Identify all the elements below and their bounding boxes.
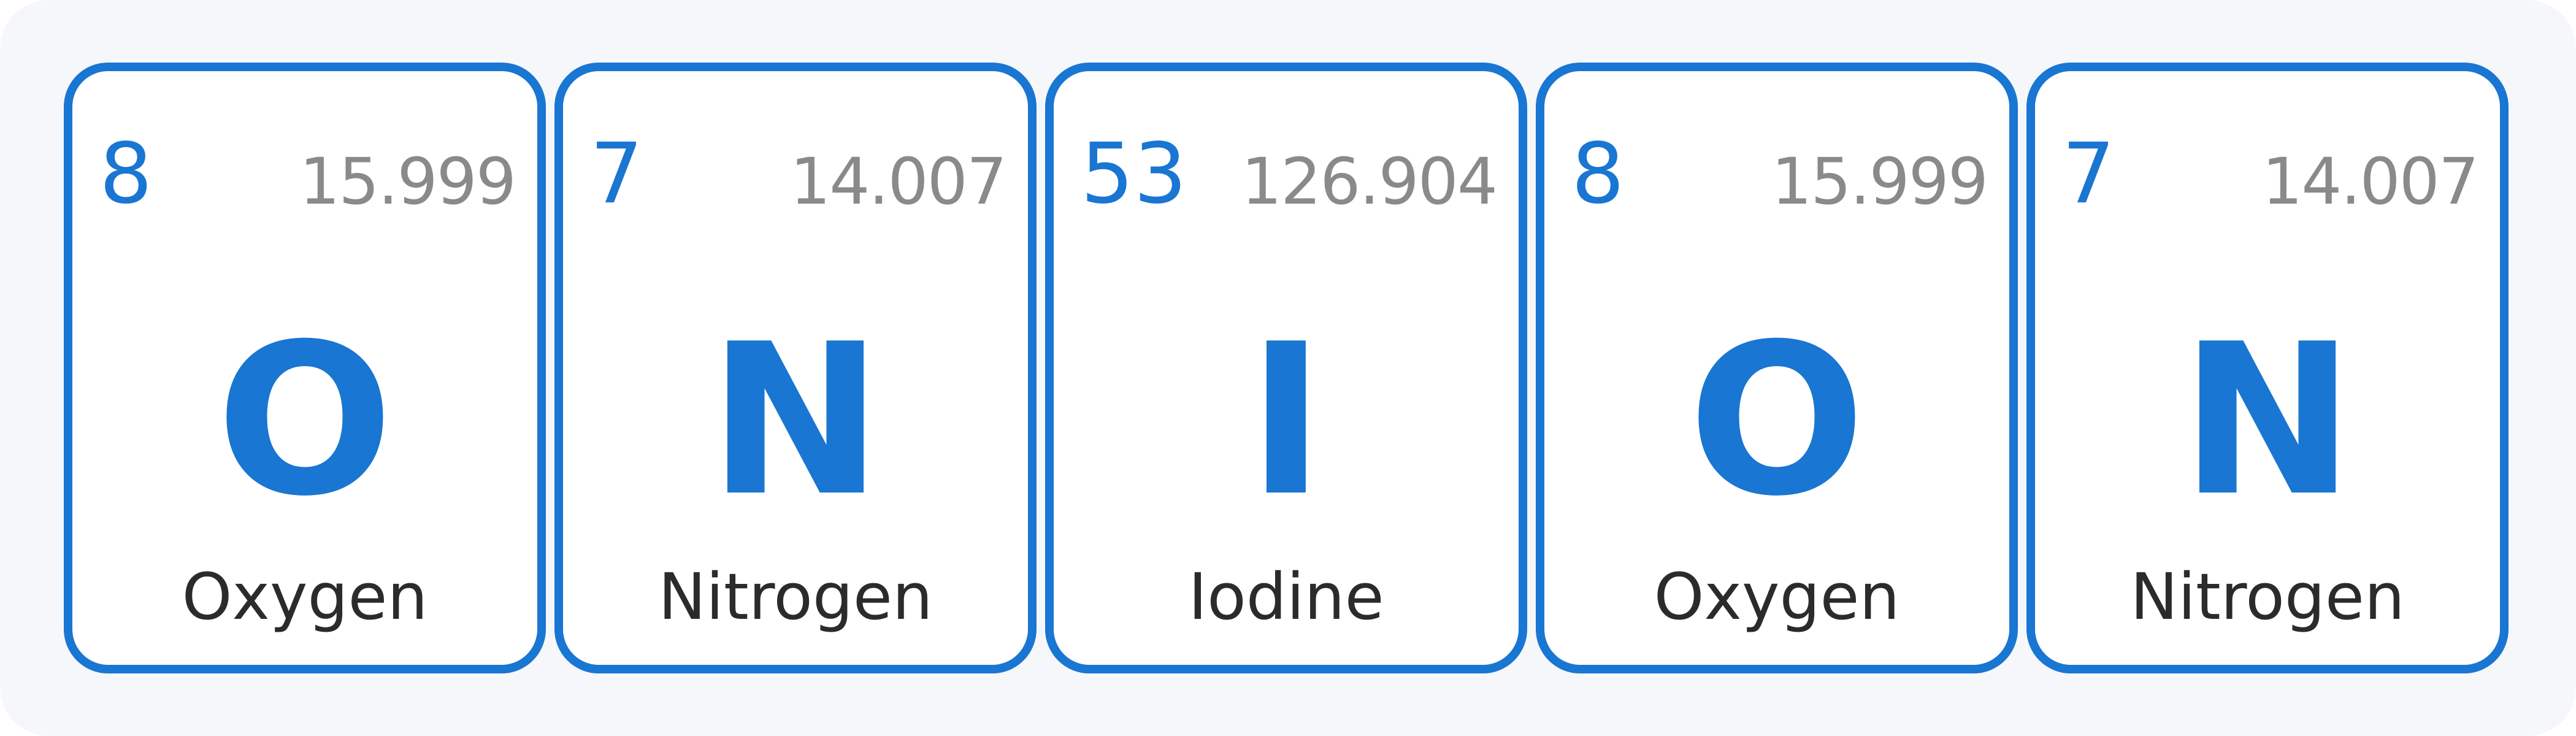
atomic-number: 53 — [1081, 126, 1187, 223]
element-symbol: I — [1247, 299, 1325, 542]
atomic-mass: 14.007 — [790, 144, 1007, 219]
element-name: Iodine — [1188, 559, 1384, 634]
element-symbol: O — [216, 299, 394, 542]
atomic-mass: 15.999 — [299, 144, 516, 219]
atomic-mass: 15.999 — [1771, 144, 1988, 219]
element-tile-oxygen: 8 15.999 O Oxygen — [64, 63, 546, 673]
atomic-mass: 126.904 — [1241, 144, 1498, 219]
atomic-number: 8 — [1571, 126, 1625, 223]
atomic-mass: 14.007 — [2262, 144, 2479, 219]
element-tile-nitrogen: 7 14.007 N Nitrogen — [2026, 63, 2509, 673]
element-name: Nitrogen — [2130, 559, 2405, 634]
element-symbol: N — [708, 299, 883, 542]
element-symbol: O — [1688, 299, 1866, 542]
atomic-number: 7 — [590, 126, 643, 223]
element-name: Oxygen — [182, 559, 428, 634]
atomic-number: 7 — [2062, 126, 2115, 223]
element-name: Oxygen — [1654, 559, 1900, 634]
element-tile-iodine: 53 126.904 I Iodine — [1045, 63, 1527, 673]
element-tile-oxygen: 8 15.999 O Oxygen — [1536, 63, 2018, 673]
element-name: Nitrogen — [658, 559, 933, 634]
element-symbol: N — [2180, 299, 2355, 542]
atomic-number: 8 — [99, 126, 153, 223]
element-tile-nitrogen: 7 14.007 N Nitrogen — [554, 63, 1037, 673]
